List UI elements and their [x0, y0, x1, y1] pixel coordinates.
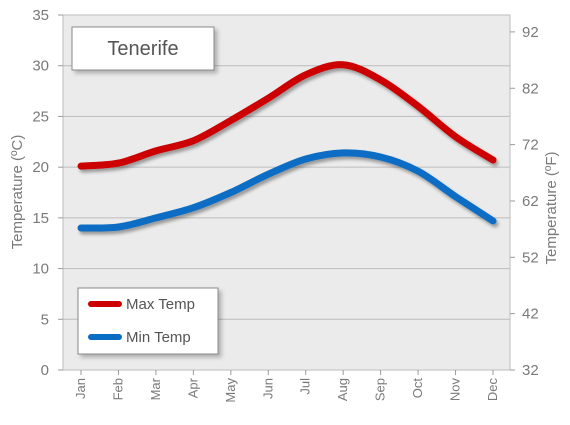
x-tick-label: Oct: [410, 378, 425, 399]
x-tick-label: Aug: [335, 378, 350, 401]
y-tick-label-left: 10: [32, 261, 49, 278]
y-tick-label-left: 35: [32, 7, 49, 24]
y-tick-label-right: 62: [522, 193, 539, 210]
y-tick-label-right: 52: [522, 249, 539, 266]
y-tick-label-left: 5: [41, 311, 49, 328]
x-tick-label: Dec: [485, 378, 500, 402]
y-tick-label-left: 0: [41, 362, 49, 379]
y-tick-label-right: 32: [522, 362, 539, 379]
y-tick-label-left: 30: [32, 58, 49, 75]
y-tick-label-right: 72: [522, 137, 539, 154]
x-tick-label: Sep: [373, 378, 388, 401]
x-tick-label: Jun: [260, 378, 275, 399]
x-axis: Jan Feb Mar Apr May Jun Jul Aug Sep Oct Nov Dec: [73, 370, 500, 403]
title-box: Tenerife: [72, 27, 214, 70]
y-tick-label-right: 42: [522, 306, 539, 323]
x-tick-label: May: [223, 378, 238, 403]
y-axis-right-title: Temperature (ºF): [543, 151, 560, 264]
legend-label-max: Max Temp: [126, 296, 195, 313]
y-axis-left-title: Temperature (ºC): [9, 135, 26, 250]
legend-label-min: Min Temp: [126, 329, 191, 346]
y-tick-label-right: 82: [522, 80, 539, 97]
y-tick-label-left: 20: [32, 159, 49, 176]
x-tick-label: Apr: [185, 377, 200, 398]
x-tick-label: Jul: [298, 378, 313, 395]
chart-title: Tenerife: [107, 38, 178, 60]
x-tick-label: Nov: [448, 378, 463, 402]
y-tick-label-left: 15: [32, 210, 49, 227]
x-tick-label: Feb: [110, 378, 125, 400]
x-tick-label: Jan: [73, 378, 88, 399]
y-tick-label-left: 25: [32, 108, 49, 125]
y-axis-right: 32 42 52 62 72 82 92: [510, 24, 539, 379]
x-tick-label: Mar: [148, 377, 163, 400]
y-axis-left: 0 5 10 15 20 25 30 35: [32, 7, 63, 379]
y-tick-label-right: 92: [522, 24, 539, 41]
legend: Max Temp Min Temp: [78, 288, 218, 354]
